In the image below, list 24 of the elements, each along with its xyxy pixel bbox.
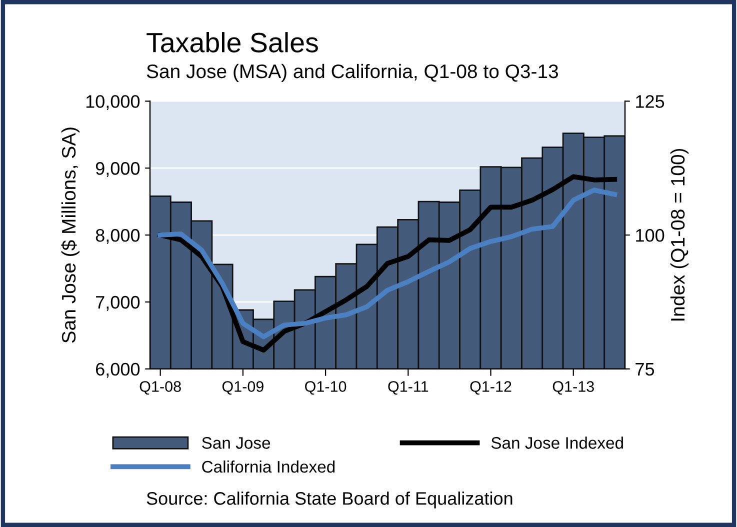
y-axis-title: San Jose ($ Millions, SA) — [61, 128, 80, 343]
legend-label: California Indexed — [202, 460, 335, 473]
source-note: Source: California State Board of Equalization — [146, 492, 512, 508]
y-tick-label: 7,000 — [96, 296, 140, 311]
y-tick-label: 6,000 — [96, 362, 140, 378]
legend-label: San Jose — [202, 437, 270, 449]
y-tick-label: 8,000 — [96, 228, 140, 244]
line-series — [158, 188, 618, 340]
chart-title: Taxable Sales — [146, 32, 318, 52]
line-series — [158, 174, 618, 353]
x-tick-label: Q1-12 — [470, 381, 512, 395]
y2-tick-label: 75 — [636, 363, 654, 376]
y2-tick-label: 100 — [636, 228, 664, 242]
x-tick-label: Q1-09 — [222, 381, 264, 395]
legend-label: San Jose Indexed — [491, 436, 623, 449]
x-tick-label: Q1-11 — [388, 381, 428, 395]
y-tick-label: 9,000 — [96, 162, 140, 177]
chart-subtitle: San Jose (MSA) and California, Q1-08 to Q3-13 — [146, 64, 558, 82]
y2-tick-label: 125 — [636, 95, 664, 108]
y-tick-label: 10,000 — [86, 95, 140, 110]
x-tick-label: Q1-13 — [552, 381, 594, 395]
x-tick-label: Q1-08 — [140, 381, 181, 395]
x-tick-label: Q1-10 — [305, 381, 346, 395]
y2-axis-title: Index (Q1-08 = 100) — [670, 148, 689, 321]
